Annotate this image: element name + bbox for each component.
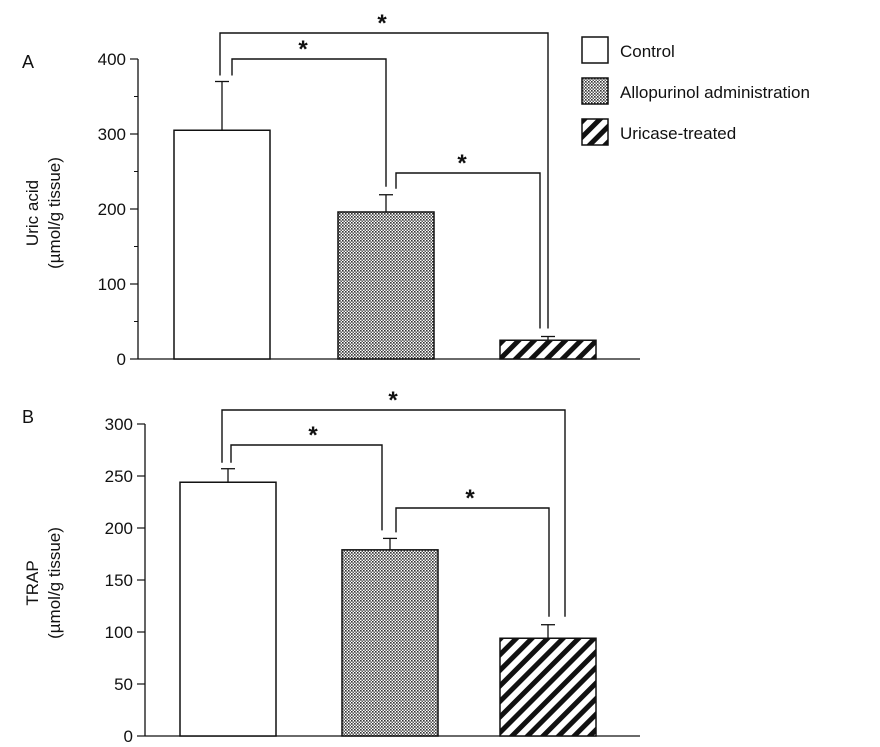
panel-a-label: A	[22, 52, 34, 72]
panel-a-significance-star: *	[298, 36, 308, 63]
panel-b-ytick-label: 0	[124, 727, 133, 746]
panel-a-significance: * * *	[219, 10, 549, 329]
panel-a-bar-control	[173, 129, 271, 360]
panel-b-bar-uricase	[499, 637, 597, 737]
panel-b-ticks: 0 50 100 150 200 250 300	[105, 415, 145, 746]
panel-b-bars	[179, 468, 597, 737]
panel-a-ytick-label: 100	[98, 275, 126, 294]
panel-a-significance-star: *	[377, 10, 387, 37]
panel-b-ylabel-line1: TRAP	[23, 560, 42, 605]
panel-a-ylabel-line2: (µmol/g tissue)	[45, 157, 64, 269]
panel-b-ytick-label: 50	[114, 675, 133, 694]
panel-b-bar-allopurinol	[341, 549, 439, 737]
panel-a-significance-star: *	[457, 150, 467, 177]
panel-b-ytick-label: 300	[105, 415, 133, 434]
panel-a-ytick-label: 300	[98, 125, 126, 144]
panel-a-significance-bracket	[395, 172, 541, 329]
panel-b-ytick-label: 150	[105, 571, 133, 590]
panel-a-bars	[173, 80, 597, 360]
panel-a-ticks: 0 100 200 300 400	[98, 50, 138, 369]
legend-swatch-allopurinol	[581, 77, 609, 105]
panel-a-ytick-label: 400	[98, 50, 126, 69]
legend-label-control: Control	[620, 42, 675, 61]
panel-b-significance-star: *	[465, 485, 475, 512]
legend-label-allopurinol: Allopurinol administration	[620, 83, 810, 102]
panel-a-chart: A Uric acid (µmol/g tissue) 0 100 200 300 40…	[22, 10, 640, 369]
panel-a-significance-bracket	[219, 32, 549, 329]
panel-a-bar-uricase	[499, 339, 597, 360]
panel-b-significance-star: *	[388, 387, 398, 414]
panel-b-chart: B TRAP (µmol/g tissue) 0 50 100 150 200 250 30…	[22, 387, 640, 746]
panel-b-significance-bracket	[395, 507, 550, 617]
panel-a-ytick-label: 0	[117, 350, 126, 369]
panel-b-bar-control	[179, 481, 277, 737]
panel-b-significance: * * *	[221, 387, 566, 617]
panel-a-significance-bracket	[231, 58, 387, 187]
panel-a-bar-allopurinol	[337, 211, 435, 360]
panel-a-ylabel-line1: Uric acid	[23, 180, 42, 246]
panel-b-ytick-label: 100	[105, 623, 133, 642]
panel-a-ytick-label: 200	[98, 200, 126, 219]
panel-b-significance-star: *	[308, 422, 318, 449]
panel-b-label: B	[22, 407, 34, 427]
panel-b-significance-bracket	[221, 409, 566, 617]
panel-b-ytick-label: 200	[105, 519, 133, 538]
legend-label-uricase: Uricase-treated	[620, 124, 736, 143]
legend-swatch-uricase	[581, 118, 609, 146]
panel-b-ylabel-line2: (µmol/g tissue)	[45, 527, 64, 639]
legend: Control Allopurinol administration Urica…	[581, 36, 810, 146]
panel-b-ytick-label: 250	[105, 467, 133, 486]
legend-swatch-control	[581, 36, 609, 64]
panel-b-significance-bracket	[230, 444, 383, 531]
